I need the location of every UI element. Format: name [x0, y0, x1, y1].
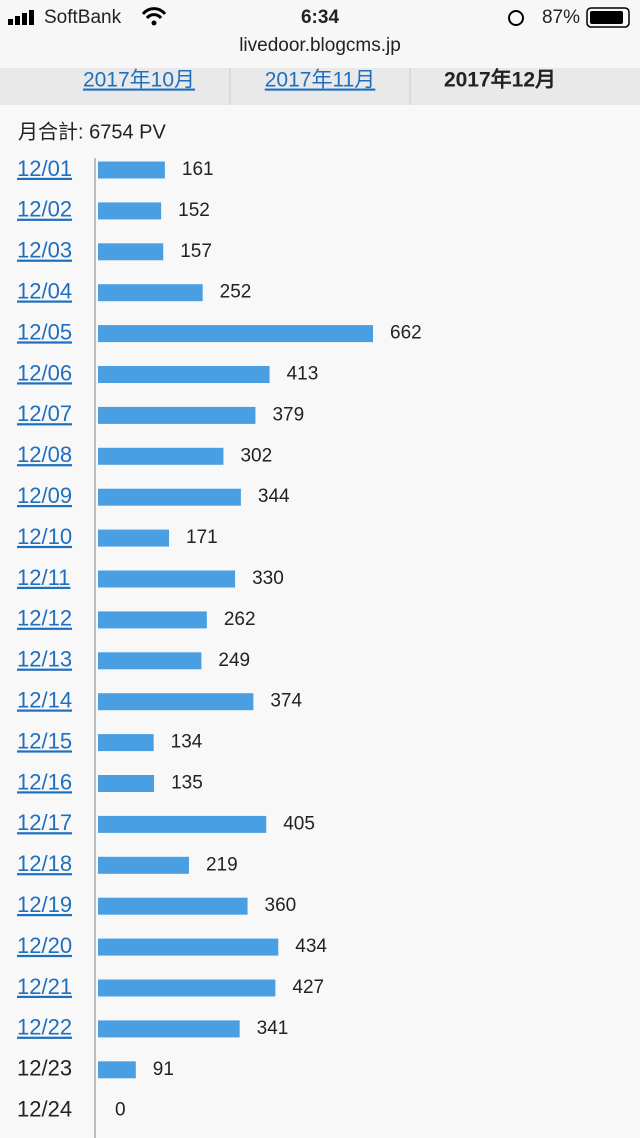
value-label: 262	[224, 609, 256, 630]
bar	[98, 284, 203, 302]
value-label: 135	[171, 773, 203, 794]
bar	[98, 202, 162, 220]
clock: 6:34	[301, 7, 339, 28]
bar	[98, 243, 164, 261]
month-tab[interactable]: 2017年10月	[83, 69, 195, 92]
signal-icon	[8, 10, 34, 25]
bar	[98, 488, 241, 506]
date-link[interactable]: 12/10	[17, 524, 72, 549]
bar	[98, 856, 189, 874]
value-label: 427	[292, 977, 324, 998]
bar	[98, 611, 207, 629]
monthly-total: 月合計: 6754 PV	[18, 120, 167, 143]
lock-icon	[508, 10, 524, 26]
date-link[interactable]: 12/05	[17, 319, 72, 344]
bar	[98, 1061, 136, 1079]
value-label: 302	[240, 445, 272, 466]
value-label: 171	[186, 527, 218, 548]
wifi-icon	[141, 7, 167, 20]
value-label: 344	[258, 486, 290, 507]
bar	[98, 366, 270, 383]
bar	[98, 161, 165, 179]
value-label: 330	[252, 568, 284, 589]
date-link[interactable]: 12/15	[17, 728, 72, 753]
date-link[interactable]: 12/16	[17, 769, 72, 794]
battery-percent: 87%	[542, 7, 580, 28]
browser-header	[0, 0, 640, 68]
date-link[interactable]: 12/11	[17, 565, 70, 590]
date-label: 12/24	[17, 1097, 72, 1122]
month-tab-current: 2017年12月	[444, 68, 556, 92]
value-label: 0	[115, 1100, 126, 1121]
date-link[interactable]: 12/03	[17, 238, 72, 263]
value-label: 252	[220, 282, 252, 303]
bar	[98, 1020, 240, 1038]
date-link[interactable]: 12/04	[17, 279, 72, 304]
value-label: 157	[180, 241, 212, 262]
value-label: 360	[265, 895, 297, 916]
value-label: 379	[272, 404, 304, 425]
bar	[98, 815, 267, 833]
date-link[interactable]: 12/21	[17, 974, 72, 999]
value-label: 219	[206, 854, 238, 875]
value-label: 434	[295, 936, 327, 957]
value-label: 662	[390, 323, 422, 344]
date-link[interactable]: 12/18	[17, 851, 72, 876]
url[interactable]: livedoor.blogcms.jp	[239, 35, 401, 56]
wifi-dot	[151, 20, 157, 26]
bar	[98, 447, 224, 465]
value-label: 134	[171, 732, 203, 753]
date-link[interactable]: 12/17	[17, 810, 72, 835]
value-label: 413	[287, 364, 319, 385]
date-link[interactable]: 12/13	[17, 647, 72, 672]
carrier: SoftBank	[44, 7, 122, 28]
value-label: 374	[270, 691, 302, 712]
battery-icon	[586, 7, 630, 28]
date-link[interactable]: 12/14	[17, 688, 72, 713]
bar	[98, 652, 202, 670]
bar	[98, 406, 256, 424]
bar	[98, 529, 170, 547]
tab-bar	[0, 68, 640, 105]
value-label: 161	[182, 159, 214, 180]
bar	[98, 979, 276, 997]
date-link[interactable]: 12/12	[17, 606, 72, 631]
bar	[98, 570, 236, 588]
bar	[98, 325, 373, 343]
value-label: 405	[283, 813, 315, 834]
date-link[interactable]: 12/09	[17, 483, 72, 508]
month-tab[interactable]: 2017年11月	[265, 69, 376, 92]
date-label: 12/23	[17, 1056, 72, 1081]
date-link[interactable]: 12/01	[17, 156, 72, 181]
date-link[interactable]: 12/19	[17, 892, 72, 917]
value-label: 249	[218, 650, 250, 671]
bar	[98, 897, 248, 915]
date-link[interactable]: 12/07	[17, 401, 72, 426]
date-link[interactable]: 12/08	[17, 442, 72, 467]
date-link[interactable]: 12/20	[17, 933, 72, 958]
battery-level	[590, 11, 623, 24]
bar	[98, 693, 254, 711]
value-label: 152	[178, 200, 210, 221]
bar	[98, 938, 279, 956]
bar	[98, 775, 155, 792]
date-link[interactable]: 12/06	[17, 360, 72, 385]
date-link[interactable]: 12/02	[17, 197, 72, 222]
bar	[98, 734, 154, 752]
value-label: 341	[257, 1018, 289, 1039]
date-link[interactable]: 12/22	[17, 1015, 72, 1040]
value-label: 91	[153, 1059, 174, 1080]
